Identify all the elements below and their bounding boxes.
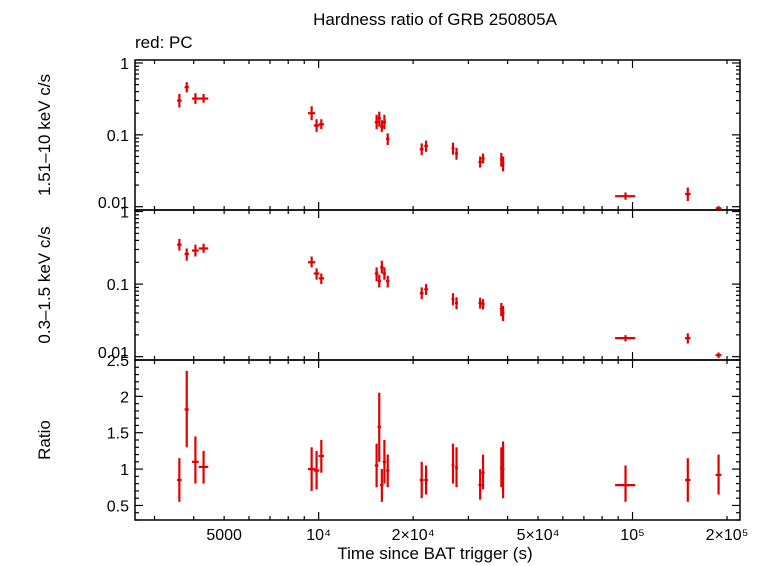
data-point [318,273,324,285]
x-tick-label: 2×10⁵ [706,527,749,544]
data-point [177,458,182,502]
data-point [380,469,384,502]
data-point [501,156,505,172]
data-point [377,111,381,127]
data-point [308,256,316,268]
data-point [481,454,485,490]
data-point [501,305,505,322]
y-tick-label: 0.5 [107,498,129,515]
x-tick-label: 10⁴ [306,527,331,544]
data-point [451,443,455,484]
data-point [374,443,379,488]
panel-frame [134,359,741,521]
legend-note: red: PC [135,33,193,52]
x-axis-label: Time since BAT trigger (s) [337,544,532,563]
data-point [382,440,387,484]
data-point [184,82,189,93]
y-tick-label: 0.1 [107,277,129,294]
x-tick-label: 2×10⁴ [392,527,435,544]
data-point [184,370,189,448]
panel-ratio: Ratio 2.5 2 1.5 1 0.5 5000 10⁴ 2×10⁴ 5×10⁴ 10⁵ 2×10… [35,353,748,544]
data-point [451,142,455,155]
data-point [184,248,189,261]
x-tick-label: 10⁵ [620,527,644,544]
data-point [615,335,636,342]
data-point [386,275,390,288]
y-tick-label: 1 [120,205,129,222]
data-point [313,119,320,132]
data-point [685,187,691,202]
x-tick-label: 5×10⁴ [517,527,560,544]
y-tick-label: 2 [120,389,129,406]
data-point [501,441,505,499]
y-axis-label: 0.3–1.5 keV c/s [35,226,54,343]
data-point [615,465,636,502]
data-point [685,333,691,344]
data-point [313,268,320,280]
panel-soft-band: 0.3–1.5 keV c/s 1 0.1 0.01 [35,205,741,362]
data-point [382,267,387,280]
data-point [198,94,209,103]
data-point [177,94,182,108]
data-point [386,133,390,146]
data-point [478,156,482,168]
y-axis-label: Ratio [35,420,54,460]
data-point [198,450,209,484]
data-point [481,153,485,164]
chart-title: Hardness ratio of GRB 250805A [313,10,557,29]
data-point [455,447,459,488]
y-tick-label: 1.5 [107,426,129,443]
data-point [192,244,199,257]
data-point [386,454,390,488]
data-point [481,299,485,310]
data-point [455,297,459,310]
data-point [192,436,199,484]
y-tick-label: 1 [120,462,129,479]
data-point [419,461,424,499]
data-point [374,267,379,282]
data-point [382,114,387,130]
data-point [478,297,482,309]
data-point [715,352,722,358]
data-point [308,447,316,491]
y-tick-label: 0.01 [98,195,129,212]
data-point [685,458,691,502]
data-point [419,143,424,156]
data-point [715,454,722,495]
data-point [374,114,379,130]
data-point [424,140,428,152]
data-point [308,106,316,121]
data-point [313,450,320,490]
data-point [451,293,455,306]
y-tick-label: 2.5 [107,353,129,370]
y-axis-label: 1.51–10 keV c/s [35,74,54,196]
panel-frame [134,209,741,361]
data-point [380,260,384,274]
data-point [318,440,324,473]
panel-frame [134,59,741,211]
data-point [192,93,199,104]
data-point [377,392,381,462]
data-point [478,469,482,500]
y-tick-label: 0.01 [98,345,129,362]
data-point [198,243,209,253]
data-point [377,274,381,288]
y-tick-label: 1 [120,56,129,73]
data-point [424,465,428,495]
data-point [419,287,424,300]
data-point [380,120,384,132]
x-tick-label: 5000 [206,527,242,544]
data-point [318,119,324,130]
data-point [615,192,636,200]
y-tick-label: 0.1 [107,128,129,145]
panel-hard-band: 1.51–10 keV c/s 1 0.1 0.01 [35,56,741,212]
data-point [455,147,459,160]
data-point [177,238,182,251]
data-point [424,284,428,295]
